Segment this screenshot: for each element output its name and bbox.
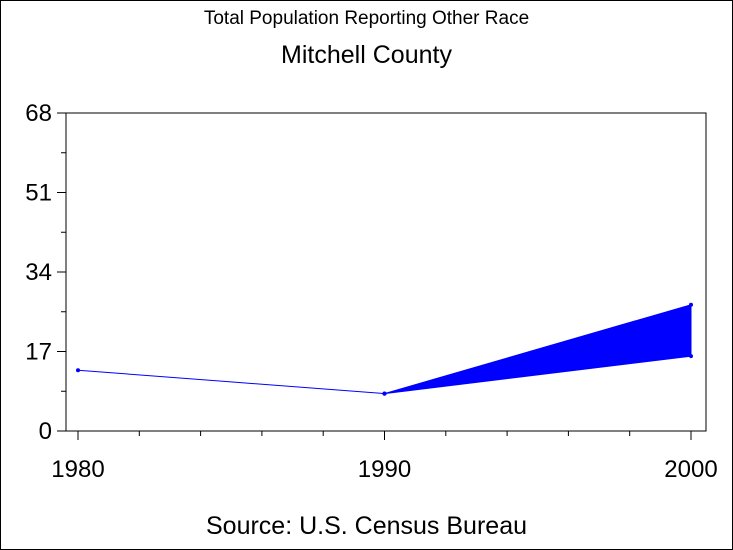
y-tick-label: 34: [25, 259, 52, 286]
series-line: [77, 369, 385, 395]
x-tick-label: 1990: [358, 456, 411, 483]
chart-subtitle: Mitchell County: [281, 41, 452, 69]
range-band: [384, 304, 692, 395]
y-tick-label: 68: [25, 100, 52, 127]
x-tick-label: 1980: [51, 456, 104, 483]
plot-area: [65, 112, 707, 432]
data-point: [76, 368, 80, 373]
chart-title: Total Population Reporting Other Race: [203, 8, 530, 29]
band-lower-point: [689, 354, 693, 359]
marks: [76, 302, 693, 396]
y-tick-label: 17: [25, 339, 52, 366]
data-point: [382, 391, 387, 396]
y-tick-label: 0: [39, 418, 52, 445]
axes: 0 17 34 51 68 1980 1990 2000: [25, 100, 717, 483]
source-note: Source: U.S. Census Bureau: [206, 512, 527, 540]
x-tick-label: 2000: [664, 456, 717, 483]
band-upper-point: [689, 302, 693, 307]
y-tick-label: 51: [25, 180, 52, 207]
